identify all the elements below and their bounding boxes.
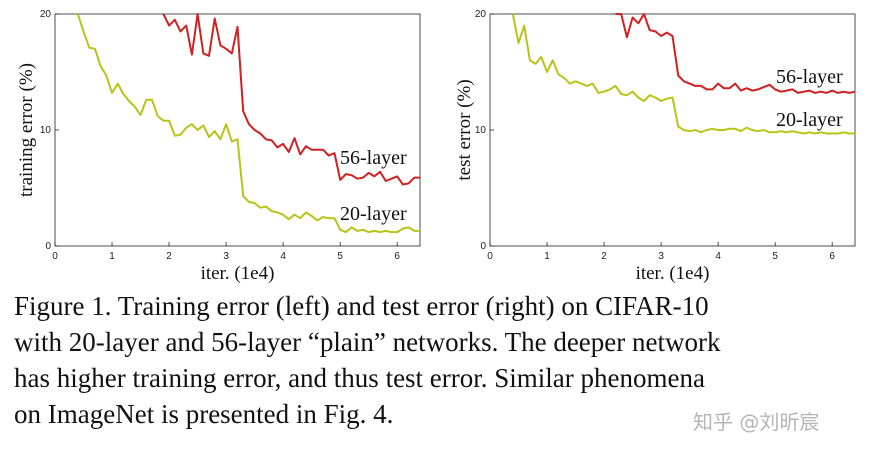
y-axis-label: test error (%) (454, 79, 475, 180)
caption-line: on ImageNet is presented in Fig. 4. (14, 399, 394, 429)
x-tick-label: 3 (223, 251, 229, 262)
x-tick-label: 5 (772, 251, 778, 262)
x-tick-label: 4 (715, 251, 721, 262)
y-axis-label: training error (%) (16, 63, 37, 197)
x-tick-label: 1 (544, 251, 550, 262)
x-axis-label: iter. (1e4) (636, 263, 710, 284)
series-label-56-layer: 56-layer (776, 66, 843, 88)
x-tick-label: 5 (337, 251, 343, 262)
series-label-20-layer: 20-layer (776, 109, 843, 131)
series-line-56-layer (162, 13, 420, 186)
series-line-56-layer (615, 13, 856, 94)
series-line-20-layer (76, 13, 420, 234)
training-error-chart: 0 1 2 3 4 5 6 0 10 20 56-layer 20-layer iter. (1e4) t… (0, 0, 440, 290)
series-label-20-layer: 20-layer (340, 203, 407, 225)
caption-line: with 20-layer and 56-layer “plain” netwo… (14, 327, 721, 357)
y-tick-label: 10 (475, 125, 487, 136)
watermark: 知乎 @刘昕宸 (693, 410, 820, 434)
x-tick-label: 4 (280, 251, 286, 262)
y-tick-label: 20 (475, 9, 487, 20)
y-tick-label: 0 (480, 241, 486, 252)
y-tick-label: 10 (40, 125, 52, 136)
x-axis-label: iter. (1e4) (201, 263, 275, 284)
x-tick-label: 6 (829, 251, 835, 262)
x-tick-label: 0 (52, 251, 58, 262)
series-label-56-layer: 56-layer (340, 147, 407, 169)
figure-caption: Figure 1. Training error (left) and test… (14, 288, 869, 432)
chart-svg: 0 1 2 3 4 5 6 0 10 20 56-layer 20-layer iter. (1e4) t… (16, 9, 421, 284)
y-tick-label: 0 (45, 241, 51, 252)
caption-line: has higher training error, and thus test… (14, 363, 705, 393)
x-tick-label: 1 (109, 251, 115, 262)
x-tick-label: 3 (658, 251, 664, 262)
x-tick-label: 2 (601, 251, 607, 262)
series-line-20-layer (511, 13, 855, 135)
y-tick-label: 20 (40, 9, 52, 20)
caption-line: Figure 1. Training error (left) and test… (14, 291, 709, 321)
x-tick-label: 6 (394, 251, 400, 262)
test-error-chart: 0 1 2 3 4 5 6 0 10 20 56-layer 20-layer iter. (1e4) t… (440, 0, 879, 290)
x-tick-label: 2 (166, 251, 172, 262)
x-tick-label: 0 (487, 251, 493, 262)
chart-svg: 0 1 2 3 4 5 6 0 10 20 56-layer 20-layer iter. (1e4) t… (454, 9, 856, 284)
